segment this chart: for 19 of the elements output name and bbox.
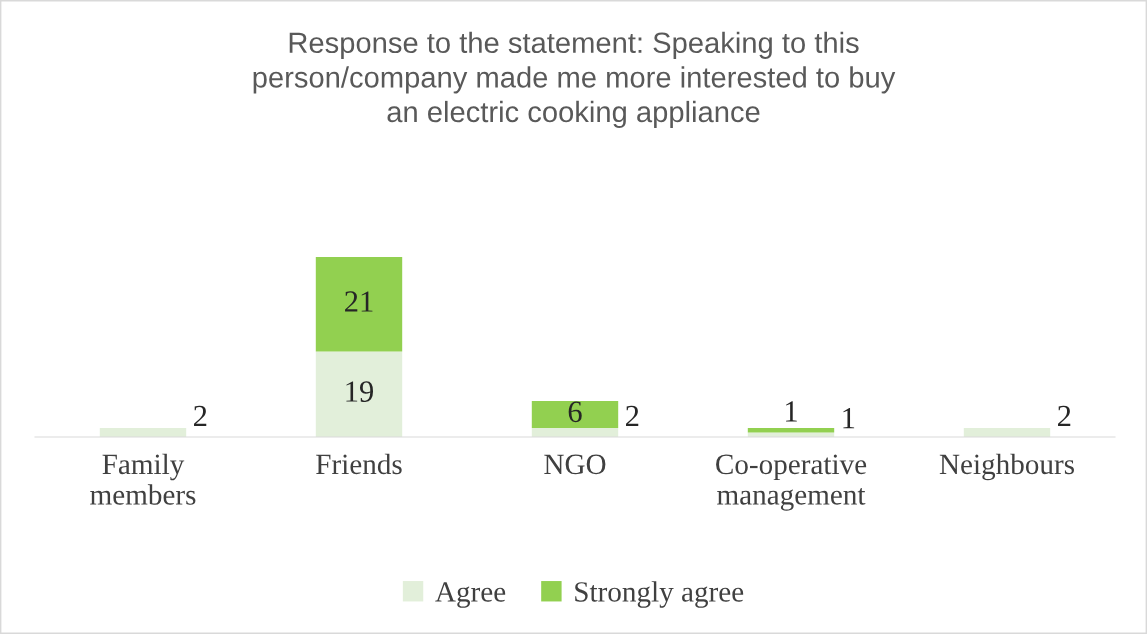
data-label: 1 (843, 408, 855, 429)
data-label: 2 (194, 405, 207, 426)
legend-label: Agree (435, 582, 506, 608)
x-tick-label: Co-operative management (716, 454, 867, 511)
data-label: 6 (568, 401, 582, 423)
x-tick-label: NGO (544, 454, 606, 475)
chart-title: Response to the statement: Speaking to this person/company made me more interested to buy an electric cooking appliance (253, 31, 896, 129)
x-tick-label: Family members (90, 453, 196, 505)
bar (315, 257, 403, 352)
data-label: 2 (626, 405, 639, 426)
bar (315, 351, 403, 437)
x-tick-label: Friends (316, 453, 402, 475)
bar (531, 401, 619, 428)
legend-label: Strongly agree (575, 581, 744, 608)
x-tick-label: Neighbours (939, 453, 1074, 481)
data-label: 1 (786, 401, 797, 422)
data-label: 21 (345, 291, 373, 312)
data-label: 19 (346, 381, 374, 402)
data-label: 2 (1058, 405, 1071, 426)
